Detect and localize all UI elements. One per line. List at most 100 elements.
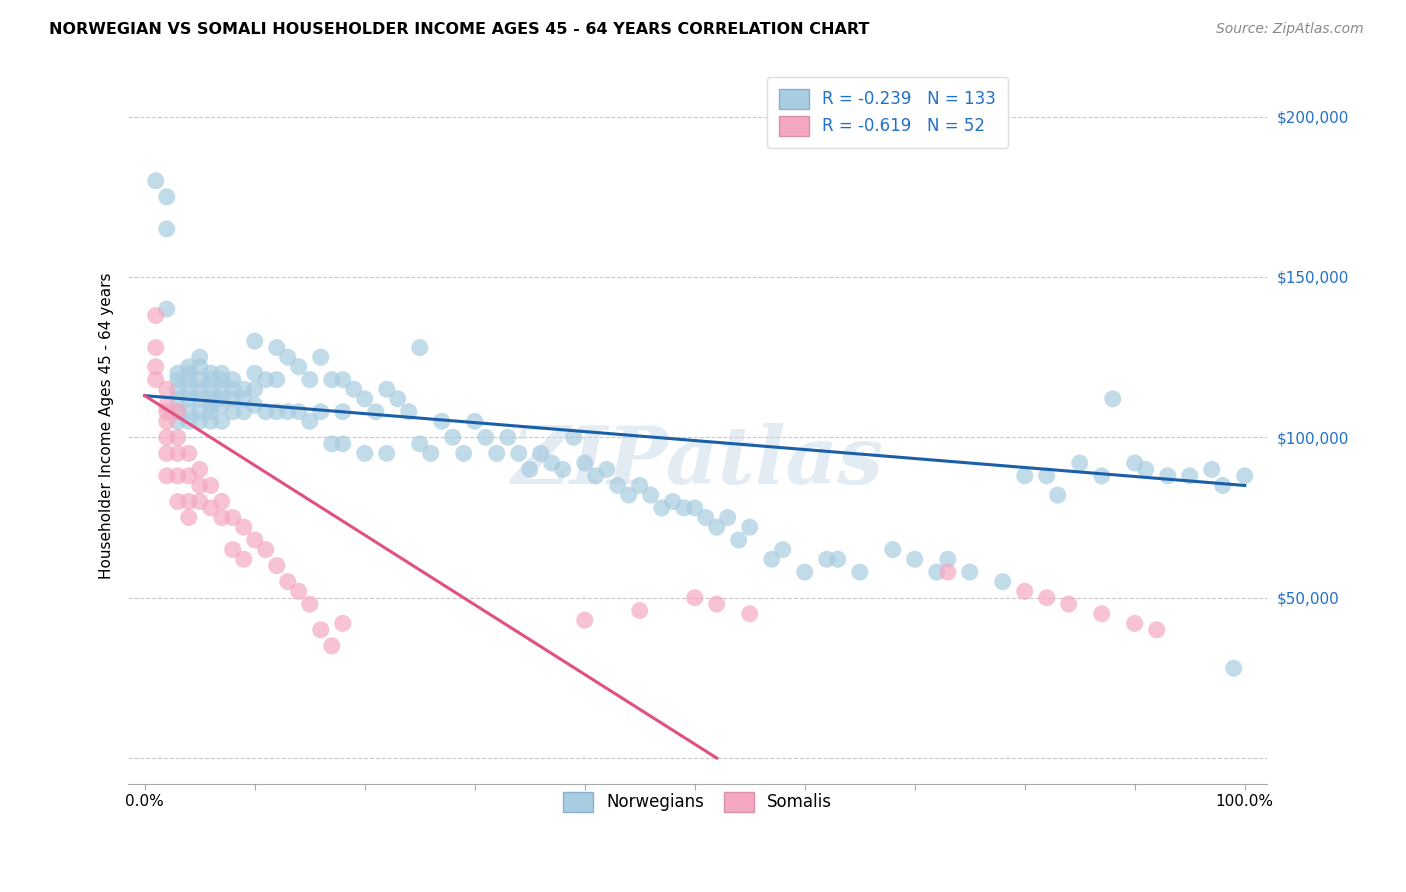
Point <box>277 350 299 364</box>
Point <box>232 405 254 419</box>
Point <box>882 542 904 557</box>
Point <box>474 430 496 444</box>
Point <box>156 468 179 483</box>
Point <box>200 373 222 387</box>
Point <box>991 574 1014 589</box>
Point <box>309 350 332 364</box>
Point <box>177 414 200 428</box>
Point <box>188 478 211 492</box>
Point <box>398 405 420 419</box>
Point <box>353 446 375 460</box>
Point <box>254 373 277 387</box>
Point <box>661 494 683 508</box>
Point <box>177 510 200 524</box>
Text: ZIPatlas: ZIPatlas <box>512 423 883 500</box>
Point <box>1014 468 1036 483</box>
Point <box>177 468 200 483</box>
Point <box>254 542 277 557</box>
Point <box>1222 661 1244 675</box>
Point <box>1212 478 1234 492</box>
Point <box>266 341 288 355</box>
Point <box>793 565 815 579</box>
Point <box>672 500 695 515</box>
Point <box>332 405 354 419</box>
Point <box>562 430 585 444</box>
Point <box>177 405 200 419</box>
Point <box>200 382 222 396</box>
Point <box>177 366 200 380</box>
Point <box>200 500 222 515</box>
Point <box>145 359 167 374</box>
Point <box>1091 607 1114 621</box>
Point <box>387 392 409 406</box>
Point <box>211 398 233 412</box>
Point <box>1014 584 1036 599</box>
Point <box>827 552 849 566</box>
Point <box>530 446 553 460</box>
Point <box>717 510 740 524</box>
Point <box>266 558 288 573</box>
Point <box>166 392 188 406</box>
Point <box>232 382 254 396</box>
Point <box>188 405 211 419</box>
Point <box>585 468 607 483</box>
Point <box>332 373 354 387</box>
Point <box>959 565 981 579</box>
Text: Source: ZipAtlas.com: Source: ZipAtlas.com <box>1216 22 1364 37</box>
Point <box>145 341 167 355</box>
Point <box>1178 468 1201 483</box>
Point <box>353 392 375 406</box>
Point <box>508 446 530 460</box>
Point <box>156 301 179 316</box>
Point <box>1157 468 1180 483</box>
Point <box>222 510 245 524</box>
Point <box>166 405 188 419</box>
Point <box>211 382 233 396</box>
Point <box>574 613 596 627</box>
Point <box>166 405 188 419</box>
Point <box>266 405 288 419</box>
Point <box>1035 591 1057 605</box>
Point <box>222 542 245 557</box>
Point <box>519 462 541 476</box>
Point <box>156 430 179 444</box>
Point <box>177 494 200 508</box>
Point <box>628 603 651 617</box>
Point <box>188 350 211 364</box>
Point <box>277 574 299 589</box>
Point <box>298 414 321 428</box>
Point <box>222 373 245 387</box>
Point <box>309 623 332 637</box>
Point <box>1123 456 1146 470</box>
Point <box>211 414 233 428</box>
Point <box>1146 623 1168 637</box>
Point <box>156 222 179 236</box>
Point <box>409 341 432 355</box>
Point <box>298 373 321 387</box>
Point <box>904 552 927 566</box>
Point <box>1135 462 1157 476</box>
Point <box>200 366 222 380</box>
Point <box>266 373 288 387</box>
Point <box>540 456 562 470</box>
Point <box>419 446 441 460</box>
Point <box>1101 392 1123 406</box>
Point <box>1046 488 1069 502</box>
Point <box>243 533 266 547</box>
Point <box>287 405 309 419</box>
Point <box>848 565 870 579</box>
Point <box>1069 456 1091 470</box>
Point <box>200 478 222 492</box>
Point <box>156 398 179 412</box>
Point <box>211 494 233 508</box>
Point <box>321 436 343 450</box>
Point <box>211 510 233 524</box>
Point <box>166 382 188 396</box>
Point <box>277 405 299 419</box>
Point <box>188 359 211 374</box>
Point <box>166 446 188 460</box>
Point <box>287 584 309 599</box>
Point <box>232 520 254 534</box>
Point <box>772 542 794 557</box>
Point <box>430 414 453 428</box>
